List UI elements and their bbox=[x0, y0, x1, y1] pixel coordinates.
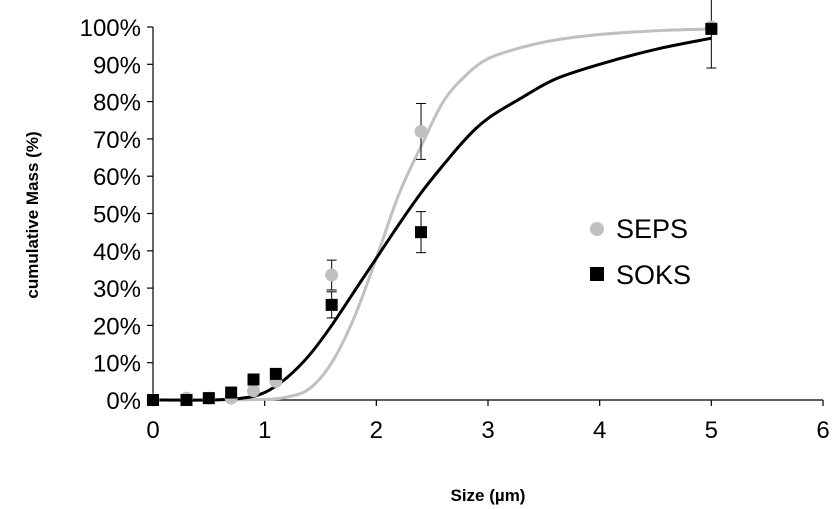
data-point-seps bbox=[247, 384, 260, 398]
data-point-seps bbox=[414, 124, 428, 138]
data-point-soks bbox=[180, 394, 193, 406]
x-tick-label: 0 bbox=[146, 417, 159, 444]
data-point-soks bbox=[202, 392, 215, 405]
x-tick-label: 1 bbox=[258, 417, 271, 444]
tick-labels: 0% 10% 20% 30% 40% 50% 60% 70% 80% 90% 100% 0 1 2 3 4 5 6 bbox=[80, 15, 830, 444]
legend-marker-seps bbox=[590, 222, 604, 236]
y-tick-label: 10% bbox=[93, 351, 141, 378]
y-tick-label: 90% bbox=[93, 52, 141, 79]
axes bbox=[147, 26, 824, 406]
legend-marker-soks bbox=[590, 267, 604, 281]
data-points bbox=[146, 20, 718, 407]
y-tick-label: 40% bbox=[93, 239, 141, 266]
y-tick-label: 50% bbox=[93, 202, 141, 229]
x-tick-label: 3 bbox=[481, 417, 494, 444]
data-point-soks bbox=[147, 394, 159, 406]
fit-curve-seps bbox=[152, 27, 712, 402]
y-axis-label: cumulative Mass (%) bbox=[23, 131, 42, 298]
legend-label-seps: SEPS bbox=[616, 214, 688, 244]
data-point-soks bbox=[225, 386, 238, 399]
data-point-soks bbox=[415, 226, 427, 239]
fit-curves bbox=[152, 27, 712, 402]
y-tick-label: 70% bbox=[93, 127, 141, 154]
legend-label-soks: SOKS bbox=[616, 260, 691, 290]
fit-curve-soks bbox=[152, 36, 712, 402]
x-tick-label: 2 bbox=[370, 417, 383, 444]
data-point-soks bbox=[269, 367, 282, 380]
data-point-soks bbox=[247, 373, 260, 386]
y-tick-label: 100% bbox=[80, 15, 141, 42]
y-tick-label: 30% bbox=[93, 276, 141, 303]
x-axis-label: Size (µm) bbox=[451, 486, 526, 505]
y-tick-label: 20% bbox=[93, 313, 141, 340]
legend: SEPS SOKS bbox=[590, 214, 691, 290]
data-point-soks bbox=[325, 298, 338, 311]
y-tick-label: 0% bbox=[106, 388, 141, 415]
y-tick-label: 80% bbox=[93, 90, 141, 117]
x-tick-label: 4 bbox=[593, 417, 606, 444]
y-tick-label: 60% bbox=[93, 164, 141, 191]
x-tick-label: 6 bbox=[816, 417, 829, 444]
data-point-soks bbox=[705, 22, 718, 35]
x-tick-label: 5 bbox=[705, 417, 718, 444]
data-point-seps bbox=[325, 268, 339, 282]
